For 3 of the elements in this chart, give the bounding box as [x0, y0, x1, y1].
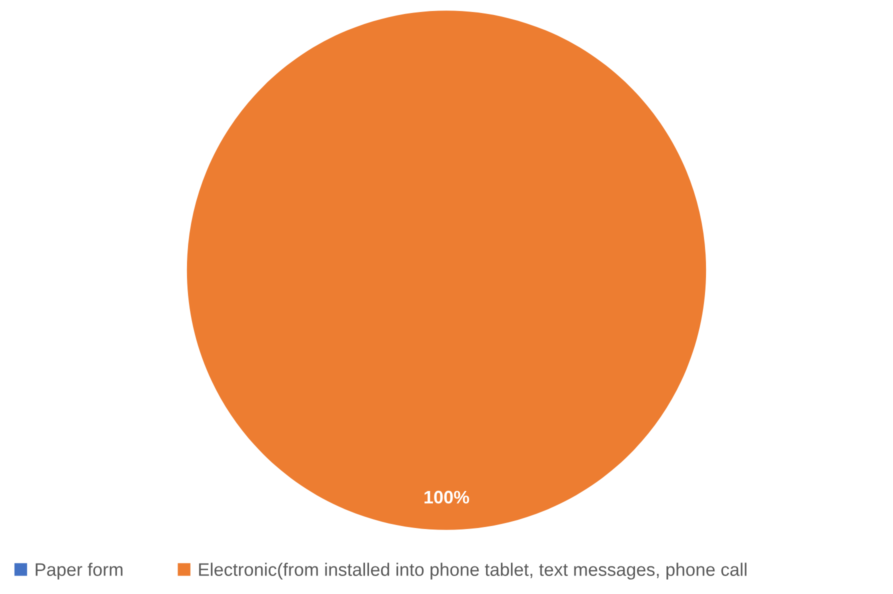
legend-label: Electronic(from installed into phone tablet, text messages, phone call [199, 562, 746, 580]
data-label: 100% [424, 490, 470, 504]
legend-label: Paper form [36, 562, 122, 580]
